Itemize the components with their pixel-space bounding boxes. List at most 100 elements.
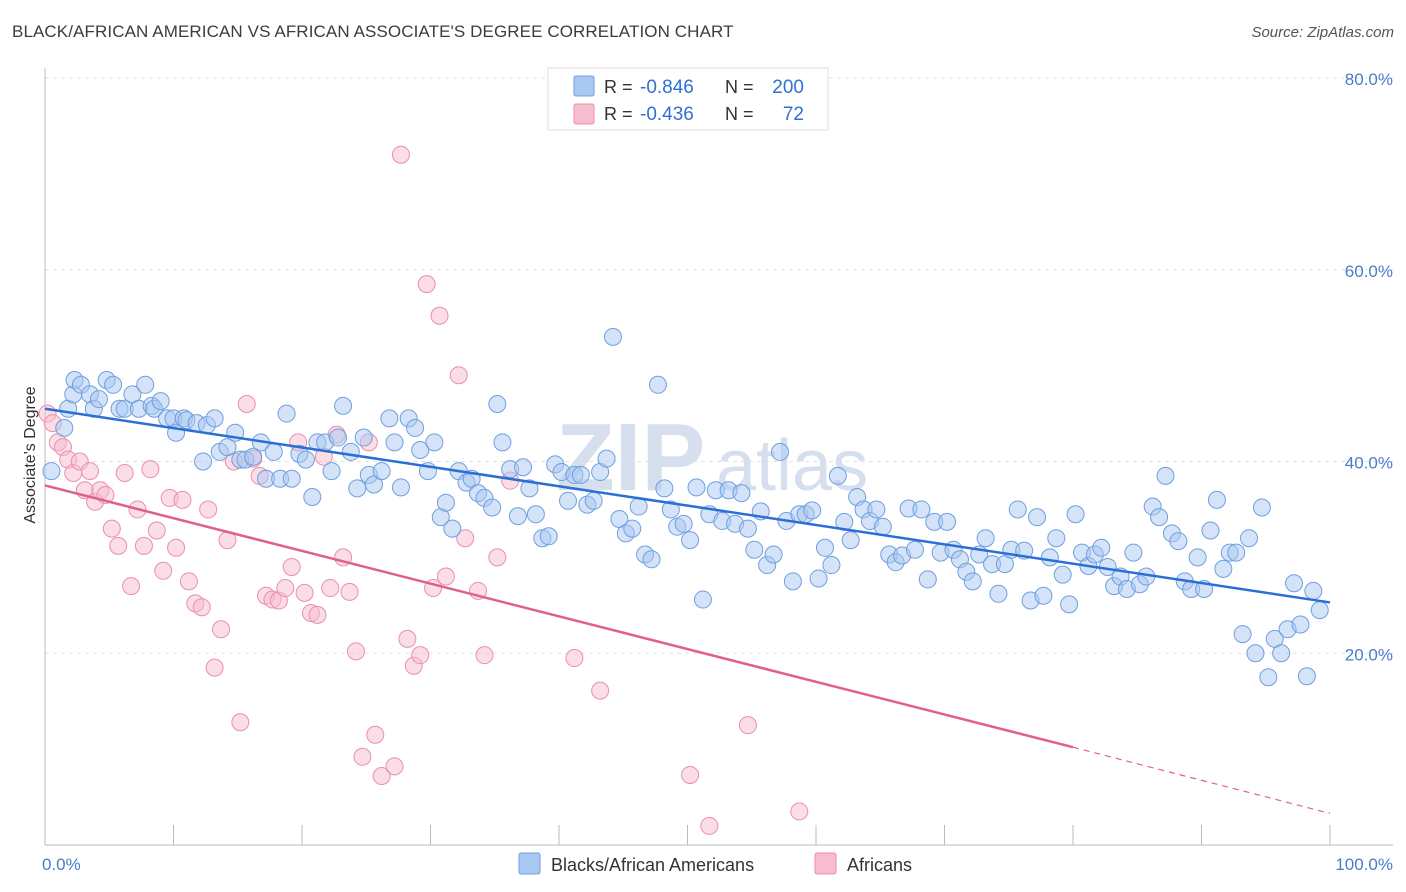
- blacks-point-61: [425, 433, 444, 452]
- blacks-point-177: [1169, 532, 1188, 551]
- axes: [44, 68, 1393, 846]
- africans-point-64: [449, 366, 468, 385]
- africans-point-19: [147, 521, 166, 540]
- bottom-legend-swatch-pink: [814, 852, 837, 875]
- africans-point-39: [276, 579, 295, 598]
- blacks-point-198: [1304, 581, 1323, 600]
- africans-trendline-extension: [1072, 746, 1331, 814]
- africans-point-53: [366, 725, 385, 744]
- tick-labels: 20.0% 40.0% 60.0% 80.0% 0.0% 100.0%: [42, 70, 1393, 874]
- africans-point-17: [134, 536, 153, 555]
- legend: R = -0.846 N = 200 R = -0.436 N = 72: [547, 67, 829, 131]
- blacks-point-158: [1047, 529, 1066, 548]
- africans-point-28: [205, 658, 224, 677]
- y-tick-label-2: 60.0%: [1345, 262, 1393, 281]
- africans-point-51: [353, 747, 372, 766]
- x-tick-label-0: 0.0%: [42, 855, 81, 874]
- blacks-point-156: [1034, 586, 1053, 605]
- blacks-point-88: [597, 449, 616, 468]
- blacks-point-48: [341, 442, 360, 461]
- africans-point-13: [109, 536, 128, 555]
- legend-r-label-blue: R =: [604, 77, 633, 97]
- blacks-point-199: [1310, 601, 1329, 620]
- africans-point-42: [295, 583, 314, 602]
- blacks-point-114: [764, 545, 783, 564]
- blacks-point-170: [1124, 543, 1143, 562]
- africans-point-40: [282, 557, 301, 576]
- africans-point-57: [398, 629, 417, 648]
- blacks-point-197: [1297, 667, 1316, 686]
- africans-point-44: [308, 605, 327, 624]
- blacks-point-55: [385, 433, 404, 452]
- blacks-point-141: [938, 512, 957, 531]
- blacks-point-196: [1291, 615, 1310, 634]
- africans-point-55: [385, 757, 404, 776]
- blacks-point-59: [411, 440, 430, 459]
- africans-point-65: [456, 529, 475, 548]
- blacks-point-56: [391, 478, 410, 497]
- bottom-legend-swatch-blue: [518, 852, 541, 875]
- watermark-zip: ZIP: [556, 404, 705, 511]
- blacks-point-8: [89, 390, 108, 409]
- x-tick-label-1: 100.0%: [1335, 855, 1393, 874]
- blacks-point-159: [1053, 565, 1072, 584]
- y-tick-label-1: 40.0%: [1345, 454, 1393, 473]
- blacks-point-18: [151, 392, 170, 411]
- blacks-point-115: [771, 442, 790, 461]
- legend-r-label-pink: R =: [604, 104, 633, 124]
- blacks-point-191: [1259, 668, 1278, 687]
- blacks-point-64: [443, 519, 462, 538]
- blacks-point-50: [354, 428, 373, 447]
- blacks-point-149: [989, 584, 1008, 603]
- blacks-point-109: [732, 484, 751, 503]
- africans-point-46: [321, 579, 340, 598]
- blacks-point-189: [1246, 644, 1265, 663]
- blacks-point-123: [822, 556, 841, 575]
- blacks-point-174: [1150, 508, 1169, 527]
- blacks-point-175: [1156, 466, 1175, 485]
- blacks-point-137: [912, 500, 931, 519]
- blacks-point-120: [803, 501, 822, 520]
- bottom-legend: Blacks/African Americans Africans: [518, 852, 912, 875]
- blacks-point-184: [1214, 559, 1233, 578]
- blacks-point-1: [55, 418, 74, 437]
- blacks-point-10: [104, 375, 123, 394]
- blacks-point-25: [194, 452, 213, 471]
- africans-point-50: [346, 642, 365, 661]
- blacks-point-161: [1066, 505, 1085, 524]
- blacks-point-53: [372, 462, 391, 481]
- blacks-point-165: [1092, 538, 1111, 557]
- blacks-point-46: [328, 428, 347, 447]
- blacks-point-27: [205, 409, 224, 428]
- africans-trendline: [44, 484, 1074, 749]
- bottom-legend-blue: Blacks/African Americans: [551, 855, 754, 875]
- y-axis-title: Associate's Degree: [22, 386, 39, 523]
- blacks-point-124: [828, 466, 847, 485]
- blacks-point-126: [841, 531, 860, 550]
- blacks-point-84: [571, 465, 590, 484]
- blacks-point-138: [918, 570, 937, 589]
- blacks-point-52: [364, 475, 383, 494]
- blacks-point-63: [436, 493, 455, 512]
- blacks-point-92: [623, 519, 642, 538]
- africans-point-15: [122, 577, 141, 596]
- blacks-point-77: [526, 505, 545, 524]
- blacks-point-122: [815, 538, 834, 557]
- blacks-point-110: [738, 519, 757, 538]
- blacks-point-97: [655, 479, 674, 498]
- africans-point-29: [212, 620, 231, 639]
- blacks-point-155: [1028, 508, 1047, 527]
- gridlines: [45, 77, 1393, 654]
- blacks-point-33: [244, 447, 263, 466]
- blacks-point-98: [661, 500, 680, 519]
- africans-point-49: [340, 582, 359, 601]
- blacks-point-36: [264, 442, 283, 461]
- africans-point-56: [391, 145, 410, 164]
- blacks-point-75: [514, 458, 533, 477]
- blacks-point-187: [1233, 625, 1252, 644]
- legend-n-value-pink: 72: [783, 104, 804, 125]
- africans-point-27: [199, 500, 218, 519]
- blacks-point-79: [539, 527, 558, 546]
- africans-point-23: [173, 490, 192, 509]
